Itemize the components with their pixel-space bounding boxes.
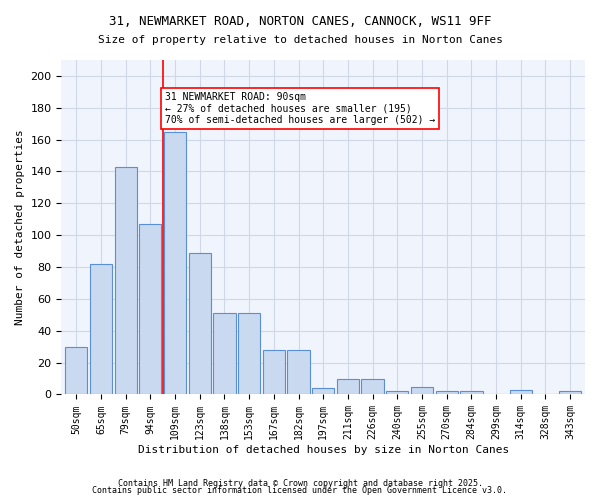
- Text: 31, NEWMARKET ROAD, NORTON CANES, CANNOCK, WS11 9FF: 31, NEWMARKET ROAD, NORTON CANES, CANNOC…: [109, 15, 491, 28]
- Bar: [115, 166, 137, 394]
- Bar: [139, 224, 161, 394]
- X-axis label: Distribution of detached houses by size in Norton Canes: Distribution of detached houses by size …: [137, 445, 509, 455]
- Bar: [436, 392, 458, 394]
- Bar: [213, 313, 236, 394]
- Text: 31 NEWMARKET ROAD: 90sqm
← 27% of detached houses are smaller (195)
70% of semi-: 31 NEWMARKET ROAD: 90sqm ← 27% of detach…: [165, 92, 436, 125]
- Text: Size of property relative to detached houses in Norton Canes: Size of property relative to detached ho…: [97, 35, 503, 45]
- Bar: [460, 392, 482, 394]
- Text: Contains public sector information licensed under the Open Government Licence v3: Contains public sector information licen…: [92, 486, 508, 495]
- Bar: [337, 378, 359, 394]
- Bar: [287, 350, 310, 395]
- Bar: [312, 388, 334, 394]
- Bar: [559, 392, 581, 394]
- Bar: [188, 252, 211, 394]
- Text: Contains HM Land Registry data © Crown copyright and database right 2025.: Contains HM Land Registry data © Crown c…: [118, 478, 482, 488]
- Bar: [263, 350, 285, 395]
- Bar: [411, 386, 433, 394]
- Bar: [164, 132, 186, 394]
- Bar: [386, 392, 409, 394]
- Bar: [90, 264, 112, 394]
- Bar: [65, 346, 88, 395]
- Y-axis label: Number of detached properties: Number of detached properties: [15, 130, 25, 325]
- Bar: [238, 313, 260, 394]
- Bar: [509, 390, 532, 394]
- Bar: [361, 378, 384, 394]
